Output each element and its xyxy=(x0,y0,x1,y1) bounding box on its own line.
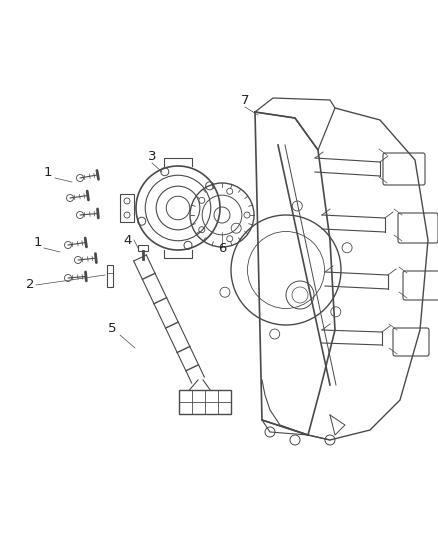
Text: 5: 5 xyxy=(108,321,116,335)
Text: 6: 6 xyxy=(218,241,226,254)
Bar xyxy=(138,245,148,251)
Text: 7: 7 xyxy=(241,93,249,107)
Text: 1: 1 xyxy=(34,236,42,248)
Bar xyxy=(107,265,113,287)
Text: 3: 3 xyxy=(148,149,156,163)
Bar xyxy=(179,390,231,414)
Bar xyxy=(120,194,134,222)
Text: 1: 1 xyxy=(44,166,52,179)
Text: 2: 2 xyxy=(26,279,34,292)
Text: 4: 4 xyxy=(124,233,132,246)
